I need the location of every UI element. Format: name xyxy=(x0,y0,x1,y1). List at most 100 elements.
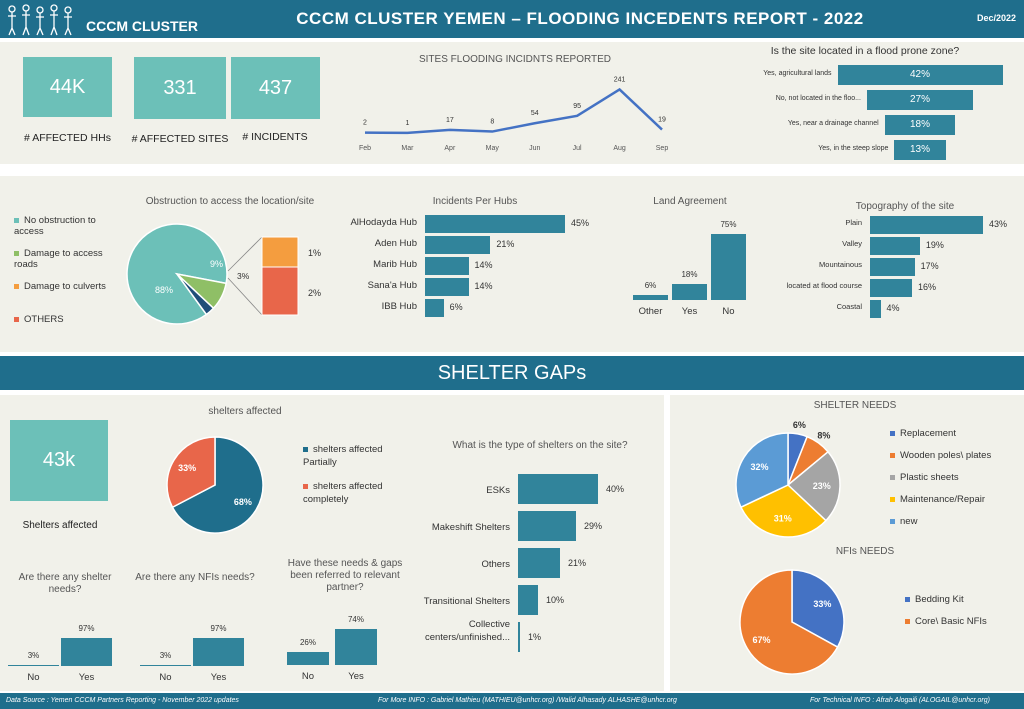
slice-label: 33% xyxy=(178,463,196,473)
legend-label: Maintenance/Repair xyxy=(900,494,986,505)
bar xyxy=(870,237,920,255)
footer-tech: For Technical INFO : Afrah Alogaili (ALO… xyxy=(810,697,990,704)
bar-category-label: Mountainous xyxy=(819,260,862,269)
x-tick-label: Yes xyxy=(210,672,227,683)
pie-slice xyxy=(739,569,839,675)
x-tick-label: No xyxy=(301,671,315,682)
bar-value-label: 6% xyxy=(644,280,657,290)
bar-category-label: located at flood course xyxy=(786,281,862,290)
bar-category-label: IBB Hub xyxy=(381,301,417,312)
legend-label: Damage to access roads xyxy=(14,248,103,270)
funnel-category: Yes, in the steep slope xyxy=(818,145,889,152)
x-tick-label: Other xyxy=(638,306,663,317)
bar xyxy=(61,638,112,666)
stack-segment xyxy=(261,266,299,316)
data-label: 8 xyxy=(490,119,494,126)
bar xyxy=(711,234,746,300)
legend-dot xyxy=(890,518,895,524)
bar-value-label: 14% xyxy=(474,281,493,291)
bar xyxy=(870,279,913,297)
bar-value-label: 97% xyxy=(210,624,227,633)
series-line xyxy=(364,87,663,135)
pie-slice xyxy=(786,450,841,522)
slice-label: 9% xyxy=(210,259,223,269)
legend-label: Plastic sheets xyxy=(900,472,959,483)
data-label: 19 xyxy=(658,117,666,124)
shelter-needs-pie: 6% 8% 23% 31% 32% xyxy=(735,420,841,538)
x-tick-label: Aug xyxy=(613,145,626,152)
legend-dot xyxy=(890,452,895,458)
kpi-incidents-label: # INCIDENTS xyxy=(242,131,308,143)
x-tick-label: No xyxy=(159,672,172,683)
bar xyxy=(518,511,576,541)
shelter-type-bar-chart: ESKs 40% Makeshift Shelters 29% Others 21% Tra… xyxy=(400,474,660,664)
data-label: 95 xyxy=(573,103,581,110)
kpi-sites-value: 331 xyxy=(134,57,226,119)
land-bar-chart: 6% Other 18% Yes 75% No xyxy=(628,212,758,337)
nfi-needs-pie: 33% 67% xyxy=(739,569,845,675)
bar xyxy=(193,638,244,666)
x-tick-label: Apr xyxy=(444,145,456,152)
flooding-line-chart: 2 Feb 1 Mar 17 Apr 8 May 54 Jun 95 Jul 241 Aug 19 Sep xyxy=(359,76,668,152)
kpi-hhs-label: # AFFECTED HHs xyxy=(24,132,111,144)
bar-value-label: 21% xyxy=(568,558,587,568)
bar xyxy=(870,258,915,276)
bar-value-label: 97% xyxy=(78,624,95,633)
legend-label: new xyxy=(900,516,918,527)
data-label: 2 xyxy=(363,120,367,127)
shelters-affected-label: Shelters affected xyxy=(22,520,98,531)
connector-line xyxy=(227,277,263,316)
shelters-affected-title: shelters affected xyxy=(208,406,282,417)
funnel-title: Is the site located in a flood prone zon… xyxy=(770,45,960,57)
bar xyxy=(633,294,668,300)
line-chart-title: SITES FLOODING INCIDNTS REPORTED xyxy=(418,54,612,65)
funnel-category: Yes, near a drainage channel xyxy=(787,120,879,127)
bar-category-label: Valley xyxy=(842,239,862,248)
legend-dot xyxy=(890,496,895,502)
bar xyxy=(870,300,881,318)
bar xyxy=(425,236,491,254)
legend-partially: shelters affected Partially xyxy=(303,443,403,469)
bar-category-label: Aden Hub xyxy=(374,238,417,249)
bar xyxy=(425,257,469,275)
pie-slice xyxy=(791,569,845,649)
bar-value-label: 3% xyxy=(27,650,40,660)
x-tick-label: May xyxy=(486,145,500,152)
footer-bar: Data Source : Yemen CCCM Partners Report… xyxy=(0,693,1024,709)
legend-label: Wooden poles\ plates xyxy=(900,450,992,461)
kpi-sites-label: # AFFECTED SITES xyxy=(131,133,229,145)
bar xyxy=(425,299,444,317)
bar-value-label: 4% xyxy=(886,303,900,313)
legend-label: Damage to culverts xyxy=(24,281,106,292)
bar-category-label: Transitional Shelters xyxy=(423,596,510,607)
cccm-logo: CCCM CLUSTER xyxy=(0,0,200,38)
funnel-bar: 27% xyxy=(866,90,974,110)
bar xyxy=(140,664,191,666)
needs-panel xyxy=(670,395,1024,691)
legend-dot xyxy=(303,446,308,452)
legend-dot xyxy=(905,596,910,602)
bar-category-label: ESKs xyxy=(486,485,510,496)
obstruction-title: Obstruction to access the location/site xyxy=(145,196,315,207)
land-title: Land Agreement xyxy=(653,196,727,207)
obstruction-pie-chart: 88% 9% 3% 1% 2% xyxy=(126,223,321,325)
bar-value-label: 14% xyxy=(474,260,493,270)
nfi-needs-yes-no-chart: 3% No 97% Yes xyxy=(140,618,270,690)
legend-item: new xyxy=(890,516,917,527)
bar-value-label: 16% xyxy=(918,282,937,292)
legend-dot xyxy=(14,250,19,256)
bar xyxy=(335,629,377,665)
shelter-gaps-banner: SHELTER GAPs xyxy=(0,356,1024,390)
bar-category-label: AlHodayda Hub xyxy=(350,217,417,228)
page-title: CCCM CLUSTER YEMEN – FLOODING INCEDENTS … xyxy=(296,9,864,28)
bar xyxy=(425,215,565,233)
kpi-hhs-value: 44K xyxy=(23,57,112,117)
slice-label: 33% xyxy=(813,599,831,609)
data-label: 54 xyxy=(531,110,539,117)
legend-label: shelters affected completely xyxy=(303,481,383,505)
x-tick-label: No xyxy=(722,306,735,317)
bar-value-label: 3% xyxy=(159,650,172,660)
report-date: Dec/2022 xyxy=(976,13,1016,23)
data-label: 1 xyxy=(405,120,409,127)
hubs-title: Incidents Per Hubs xyxy=(432,196,518,207)
